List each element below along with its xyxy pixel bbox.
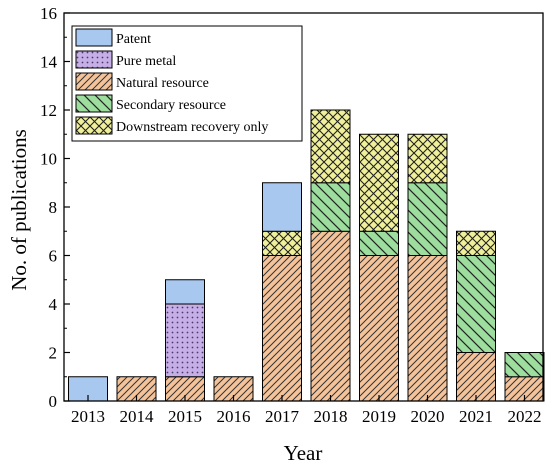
x-axis-title: Year — [284, 441, 323, 465]
legend-label-pure: Pure metal — [116, 54, 176, 69]
y-tick-label: 4 — [49, 295, 58, 314]
bar-secondary-2022-pattern — [505, 352, 544, 377]
bar-natural-2020-pattern — [408, 255, 447, 401]
bar-downstream-2018-outline — [310, 109, 351, 184]
x-tick-label: 2021 — [459, 407, 493, 426]
bar-downstream-2020-pattern — [408, 134, 447, 183]
bar-downstream-2017-pattern — [262, 231, 302, 256]
legend-swatch-natural-outline — [75, 72, 113, 91]
legend-swatch-natural-pattern — [76, 73, 112, 90]
bar-secondary-2021-pattern — [456, 255, 496, 353]
y-tick-label: 12 — [40, 101, 57, 120]
legend-label-secondary: Secondary resource — [116, 98, 226, 113]
bar-patent-2015-outline — [165, 279, 205, 305]
x-tick-label: 2020 — [411, 407, 445, 426]
bar-secondary-2019-pattern — [359, 231, 399, 256]
x-tick-label: 2014 — [120, 407, 155, 426]
bar-natural-2019-pattern — [359, 255, 399, 401]
legend-swatch-pure-outline — [75, 50, 113, 69]
legend-label-natural: Natural resource — [116, 76, 209, 91]
legend-swatch-patent-outline — [75, 28, 113, 47]
legend: Patent Pure metal Natural resource Secondar… — [71, 25, 303, 142]
bar-downstream-2021-outline — [456, 230, 496, 256]
bars-layer — [68, 109, 545, 402]
legend-swatch-pure-pattern — [76, 51, 112, 68]
y-tick-label: 14 — [40, 53, 58, 72]
x-tick-label: 2016 — [217, 407, 251, 426]
y-axis-title: No. of publications — [7, 129, 31, 291]
x-tick-label: 2022 — [508, 407, 542, 426]
bar-natural-2017-pattern — [262, 255, 302, 401]
legend-swatch-secondary-outline — [75, 94, 113, 113]
bar-downstream-2021-pattern — [456, 231, 496, 256]
x-tick-label: 2017 — [265, 407, 300, 426]
y-tick-label: 10 — [40, 150, 57, 169]
legend-swatch-downstream-outline — [75, 116, 113, 135]
bar-secondary-2020-pattern — [408, 182, 447, 256]
y-tick-label: 2 — [49, 344, 58, 363]
legend-label-patent: Patent — [116, 32, 151, 47]
bar-downstream-2018-pattern — [311, 110, 350, 183]
bar-secondary-2022-outline — [504, 352, 545, 378]
x-tick-label: 2013 — [71, 407, 105, 426]
bar-patent-2015-fill — [165, 279, 205, 304]
bar-downstream-2019-outline — [359, 133, 399, 232]
bar-downstream-2020-outline — [407, 133, 448, 184]
bar-patent-2017-outline — [262, 182, 302, 232]
bar-natural-2018-pattern — [311, 231, 350, 401]
ticks-layer: 0 2 4 6 8 10 12 14 16 2013 2014 2015 2016 2017 2018 201… — [40, 4, 542, 426]
y-tick-label: 0 — [49, 392, 58, 411]
y-tick-label: 6 — [49, 247, 58, 266]
bar-patent-2017-fill — [262, 182, 302, 232]
x-tick-label: 2015 — [168, 407, 202, 426]
bar-pure-2015-pattern — [165, 304, 205, 377]
legend-swatch-secondary-pattern — [76, 95, 112, 112]
bar-downstream-2019-pattern — [359, 134, 399, 232]
bar-secondary-2018-pattern — [311, 182, 350, 232]
y-tick-label: 16 — [40, 4, 57, 23]
legend-swatch-patent-fill — [76, 29, 112, 46]
legend-label-downstream: Downstream recovery only — [116, 120, 268, 135]
x-tick-label: 2018 — [314, 407, 348, 426]
x-tick-label: 2019 — [362, 407, 396, 426]
bar-natural-2021-pattern — [456, 352, 496, 401]
legend-swatch-downstream-pattern — [76, 117, 112, 134]
y-tick-label: 8 — [49, 198, 58, 217]
